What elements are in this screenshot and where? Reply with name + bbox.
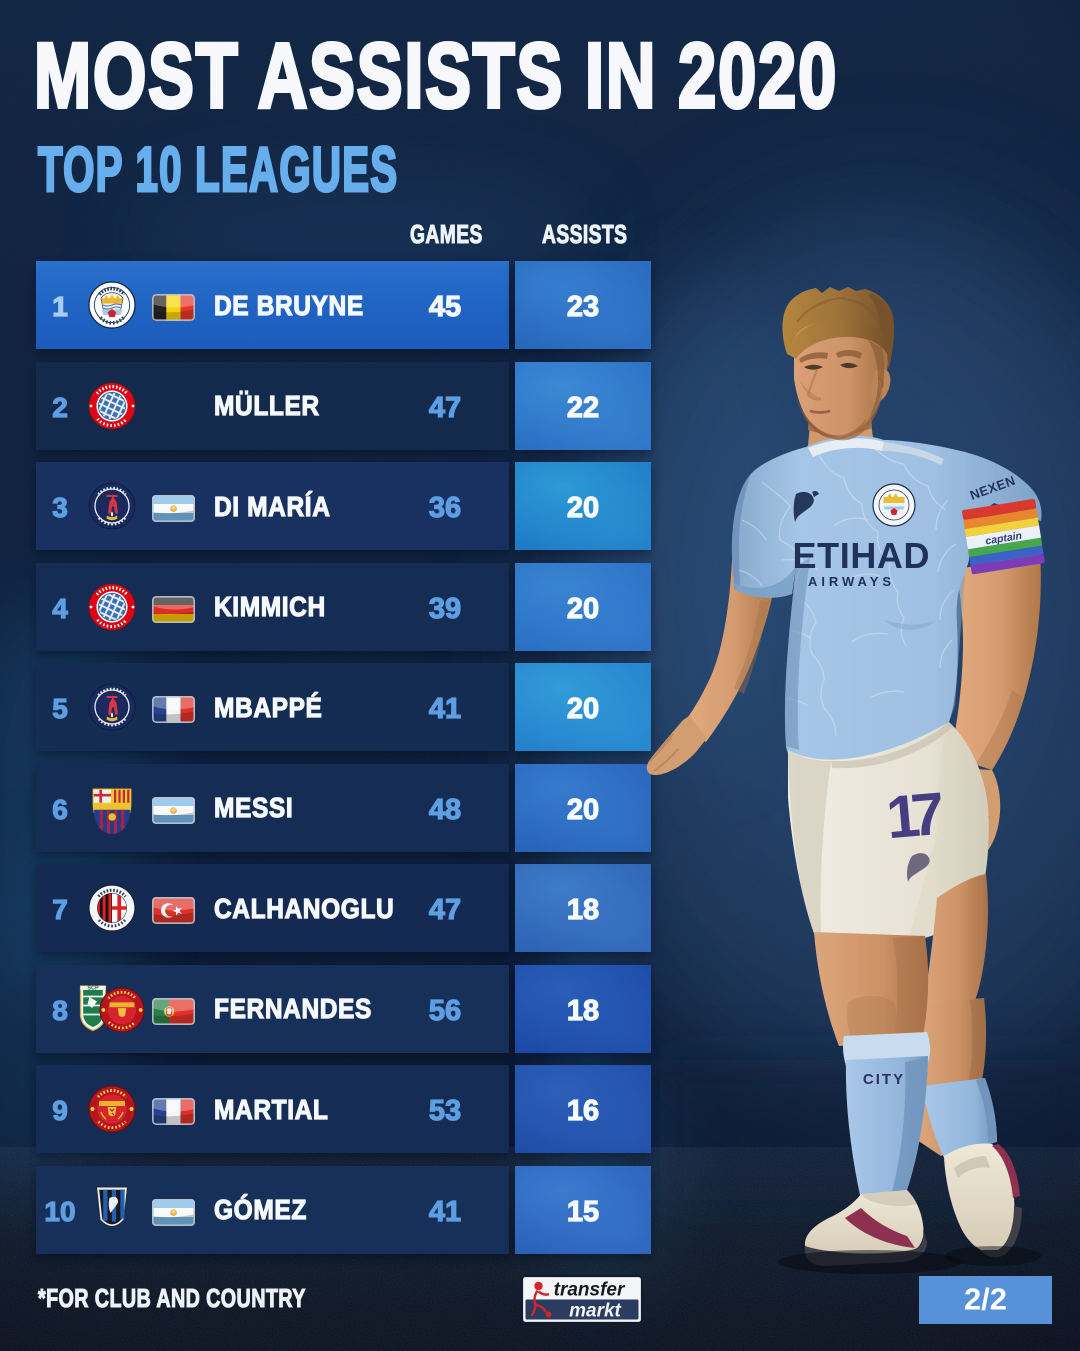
svg-text:17: 17	[884, 780, 948, 852]
svg-text:SCP: SCP	[87, 985, 99, 991]
svg-text:transfer: transfer	[554, 1280, 626, 1301]
svg-text:markt: markt	[569, 1301, 621, 1322]
svg-text:CITY: CITY	[863, 1071, 905, 1088]
svg-text:ETIHAD: ETIHAD	[793, 535, 930, 576]
svg-text:AIRWAYS: AIRWAYS	[808, 574, 896, 589]
